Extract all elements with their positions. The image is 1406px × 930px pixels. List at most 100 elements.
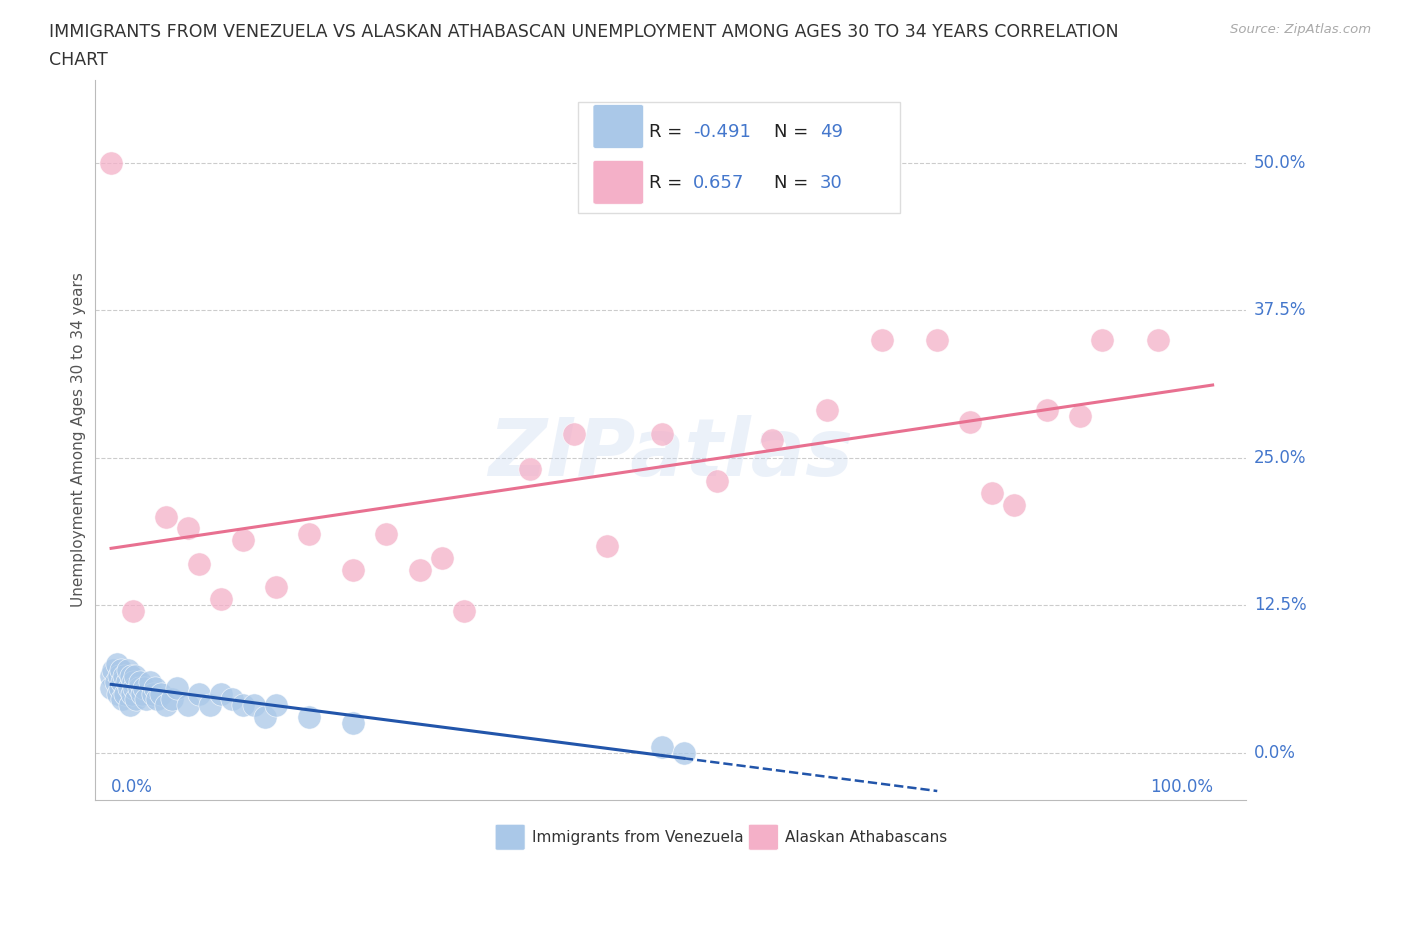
Text: Immigrants from Venezuela: Immigrants from Venezuela — [531, 830, 744, 844]
Text: CHART: CHART — [49, 51, 108, 69]
Point — [146, 692, 169, 707]
Point — [138, 674, 160, 689]
Point — [519, 462, 541, 477]
Point — [375, 527, 398, 542]
Point — [672, 745, 695, 760]
Text: IMMIGRANTS FROM VENEZUELA VS ALASKAN ATHABASCAN UNEMPLOYMENT AMONG AGES 30 TO 34: IMMIGRANTS FROM VENEZUELA VS ALASKAN ATH… — [49, 23, 1119, 41]
Point — [111, 674, 134, 689]
Point — [453, 604, 475, 618]
Point — [111, 692, 134, 707]
Point — [430, 551, 453, 565]
Point — [221, 692, 243, 707]
Point — [100, 669, 122, 684]
Point — [122, 604, 145, 618]
Point — [209, 686, 232, 701]
Point — [128, 680, 150, 695]
Text: 0.0%: 0.0% — [111, 777, 153, 795]
Text: N =: N = — [773, 123, 814, 140]
Point — [706, 473, 728, 488]
Point — [188, 686, 211, 701]
Point — [143, 680, 166, 695]
Point — [131, 686, 153, 701]
FancyBboxPatch shape — [578, 101, 900, 213]
Text: 0.657: 0.657 — [693, 174, 745, 193]
Text: 50.0%: 50.0% — [1254, 153, 1306, 172]
Point — [108, 680, 131, 695]
Text: R =: R = — [650, 174, 689, 193]
FancyBboxPatch shape — [748, 824, 779, 850]
Text: -0.491: -0.491 — [693, 123, 751, 140]
Point — [209, 591, 232, 606]
Point — [160, 692, 183, 707]
Text: Alaskan Athabascans: Alaskan Athabascans — [785, 830, 948, 844]
Text: R =: R = — [650, 123, 689, 140]
Point — [651, 427, 673, 442]
Point — [103, 662, 125, 677]
Point — [135, 692, 157, 707]
Point — [125, 692, 148, 707]
Point — [177, 521, 200, 536]
Point — [266, 698, 288, 712]
Point — [596, 538, 619, 553]
Point — [134, 680, 156, 695]
Point — [118, 698, 141, 712]
Point — [342, 563, 364, 578]
Point — [100, 680, 122, 695]
Point — [121, 686, 143, 701]
Text: 37.5%: 37.5% — [1254, 301, 1306, 319]
Point — [118, 680, 141, 695]
Point — [761, 432, 783, 447]
Point — [149, 686, 172, 701]
Point — [1002, 498, 1025, 512]
Point — [104, 674, 127, 689]
Point — [128, 674, 150, 689]
Y-axis label: Unemployment Among Ages 30 to 34 years: Unemployment Among Ages 30 to 34 years — [72, 272, 86, 607]
Point — [155, 698, 177, 712]
Point — [232, 533, 254, 548]
Text: 12.5%: 12.5% — [1254, 596, 1306, 614]
Point — [122, 680, 145, 695]
Point — [243, 698, 266, 712]
Text: 100.0%: 100.0% — [1150, 777, 1212, 795]
FancyBboxPatch shape — [593, 160, 644, 205]
Point — [1091, 332, 1114, 347]
Text: N =: N = — [773, 174, 814, 193]
Point — [815, 403, 838, 418]
FancyBboxPatch shape — [495, 824, 524, 850]
Point — [112, 669, 135, 684]
Point — [408, 563, 430, 578]
Point — [110, 662, 132, 677]
Point — [142, 686, 165, 701]
Point — [870, 332, 893, 347]
Text: 49: 49 — [820, 123, 842, 140]
Point — [298, 527, 321, 542]
Point — [1146, 332, 1168, 347]
Point — [232, 698, 254, 712]
Point — [105, 657, 128, 671]
Text: ZIPatlas: ZIPatlas — [488, 416, 852, 493]
Point — [200, 698, 222, 712]
Point — [981, 485, 1004, 500]
Text: 25.0%: 25.0% — [1254, 448, 1306, 467]
Point — [254, 710, 277, 724]
Point — [108, 669, 131, 684]
Point — [188, 556, 211, 571]
Point — [342, 716, 364, 731]
Point — [266, 580, 288, 595]
Point — [117, 662, 139, 677]
Point — [124, 669, 146, 684]
Text: Source: ZipAtlas.com: Source: ZipAtlas.com — [1230, 23, 1371, 36]
Point — [115, 674, 138, 689]
Point — [155, 510, 177, 525]
Point — [1036, 403, 1059, 418]
Point — [298, 710, 321, 724]
Text: 0.0%: 0.0% — [1254, 744, 1296, 762]
Text: 30: 30 — [820, 174, 842, 193]
Point — [927, 332, 949, 347]
Point — [959, 415, 981, 430]
Point — [114, 686, 136, 701]
Point — [120, 669, 142, 684]
Point — [177, 698, 200, 712]
Point — [107, 686, 129, 701]
Point — [166, 680, 188, 695]
